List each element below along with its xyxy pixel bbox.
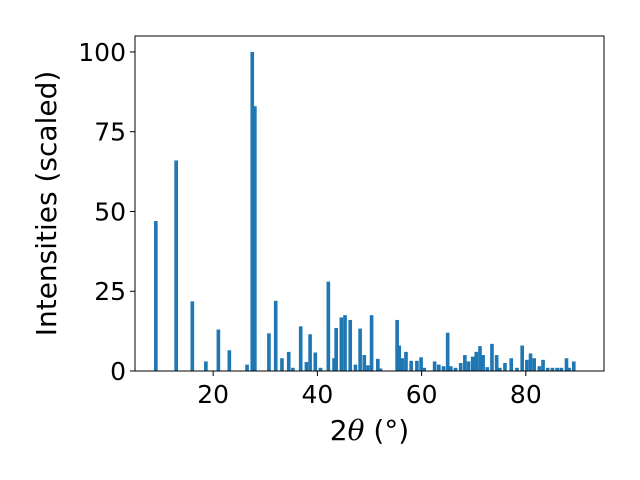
bar: [253, 106, 257, 371]
bar: [537, 366, 542, 371]
y-tick-label: 50: [94, 197, 126, 226]
bar: [466, 361, 471, 371]
bar: [458, 363, 463, 371]
bar: [470, 356, 475, 371]
bar: [541, 359, 545, 371]
bar: [245, 364, 249, 371]
bar: [362, 355, 367, 371]
bar: [190, 301, 195, 371]
bar: [369, 315, 374, 371]
y-tick-label: 75: [94, 118, 126, 147]
bar: [291, 367, 295, 371]
bar: [445, 332, 450, 371]
bar: [353, 364, 358, 371]
x-axis-label: 2θ (°): [330, 414, 409, 447]
bar: [404, 351, 408, 371]
bar: [267, 333, 271, 371]
bar: [366, 365, 370, 371]
x-tick-label: 40: [301, 380, 333, 409]
bar: [564, 358, 569, 371]
bar: [525, 359, 529, 371]
bar: [481, 355, 485, 371]
bar: [494, 355, 499, 371]
bar: [358, 328, 362, 371]
bar: [559, 367, 564, 371]
y-axis-ticks: 0 25 50 75 100: [78, 38, 135, 386]
bar: [441, 366, 446, 371]
bar: [250, 51, 255, 371]
bar: [453, 367, 458, 371]
bar-series: [154, 51, 576, 371]
bar: [555, 367, 559, 371]
bar: [397, 345, 402, 371]
bar: [528, 353, 533, 371]
bar: [326, 281, 331, 371]
bar: [273, 300, 278, 371]
x-axis-ticks: 20 40 60 80: [197, 371, 542, 409]
bar: [409, 360, 414, 371]
bar: [509, 358, 514, 371]
bar: [308, 334, 312, 371]
bar: [448, 366, 453, 371]
bar: [174, 160, 178, 371]
bar: [571, 361, 576, 371]
bar: [298, 326, 303, 371]
bar: [280, 358, 284, 371]
plot-area-frame: [134, 35, 605, 372]
bar: [515, 367, 519, 371]
bar: [550, 367, 555, 371]
bar: [485, 367, 490, 371]
bar: [204, 361, 208, 371]
x-tick-label: 60: [406, 380, 438, 409]
bar: [376, 358, 380, 371]
bar: [286, 351, 291, 371]
bar: [545, 367, 550, 371]
bar: [348, 319, 353, 371]
bar: [318, 367, 323, 371]
bar: [304, 362, 309, 371]
bar: [490, 343, 494, 371]
bar: [332, 358, 336, 371]
bar: [313, 352, 318, 371]
bar: [478, 346, 482, 371]
bar: [227, 350, 232, 371]
bar: [567, 367, 571, 371]
bar: [419, 357, 423, 371]
bar: [400, 358, 405, 371]
bar: [436, 364, 441, 371]
bar: [474, 351, 479, 371]
bar: [378, 368, 383, 371]
bar: [216, 329, 221, 371]
x-tick-label: 20: [197, 380, 229, 409]
bar: [532, 358, 536, 371]
bar: [520, 345, 525, 371]
y-tick-label: 25: [94, 277, 126, 306]
bar: [432, 361, 437, 371]
bar: [415, 360, 419, 371]
x-axis-label-symbol: θ: [348, 414, 365, 447]
y-tick-label: 0: [110, 357, 126, 386]
x-axis-label-prefix: 2: [330, 414, 348, 447]
bar: [422, 367, 427, 371]
bar: [497, 367, 502, 371]
bar: [503, 363, 507, 371]
bar: [154, 221, 158, 371]
bar: [343, 315, 347, 371]
bar: [339, 317, 344, 371]
y-tick-label: 100: [78, 38, 126, 67]
bar: [395, 319, 399, 371]
bar: [334, 327, 338, 371]
x-tick-label: 80: [510, 380, 542, 409]
x-axis-label-suffix: (°): [364, 414, 409, 447]
y-axis-label: Intensities (scaled): [30, 71, 63, 337]
bar: [463, 355, 467, 371]
